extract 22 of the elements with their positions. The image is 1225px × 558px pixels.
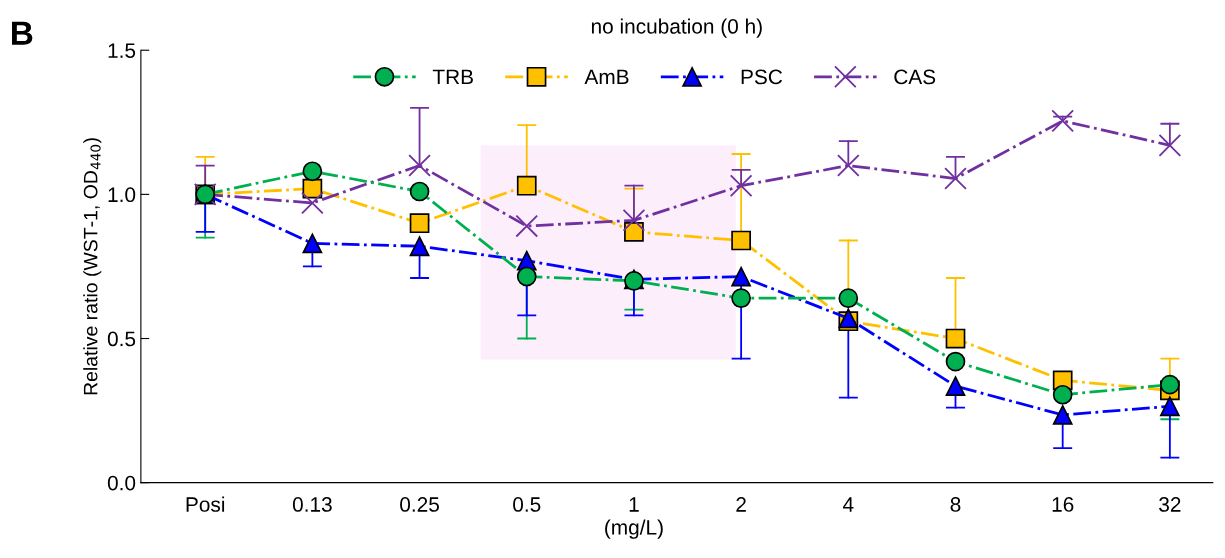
y-axis-title: Relative ratio (WST-1, OD$_{440}$) — [83, 138, 102, 395]
x-tick-label: 0.25 — [400, 497, 439, 512]
x-tick-label: 1 — [629, 497, 639, 512]
y-tick-label: 0.0 — [107, 475, 136, 491]
y-tick-label: 1.5 — [108, 43, 136, 58]
chart-title: no incubation (0 h) — [591, 18, 762, 38]
legend-label: TRB — [432, 69, 473, 85]
y-tick-label: 1.0 — [108, 187, 136, 203]
legend-label: PSC — [741, 69, 783, 85]
x-tick-label: 0.13 — [292, 497, 332, 512]
x-tick-label: Posi — [186, 496, 225, 512]
x-tick-label: 0.5 — [513, 497, 541, 512]
x-tick-label: 2 — [736, 497, 746, 512]
x-axis-title: (mg/L) — [605, 519, 663, 539]
legend-label: CAS — [894, 69, 936, 85]
legend-label: AmB — [584, 69, 629, 85]
x-tick-label: 16 — [1052, 497, 1074, 512]
text: B — [12, 21, 33, 45]
x-tick-label: 8 — [950, 497, 961, 512]
y-tick-label: 0.5 — [107, 331, 136, 347]
x-tick-label: 32 — [1159, 497, 1181, 512]
x-tick-label: 4 — [843, 497, 854, 512]
